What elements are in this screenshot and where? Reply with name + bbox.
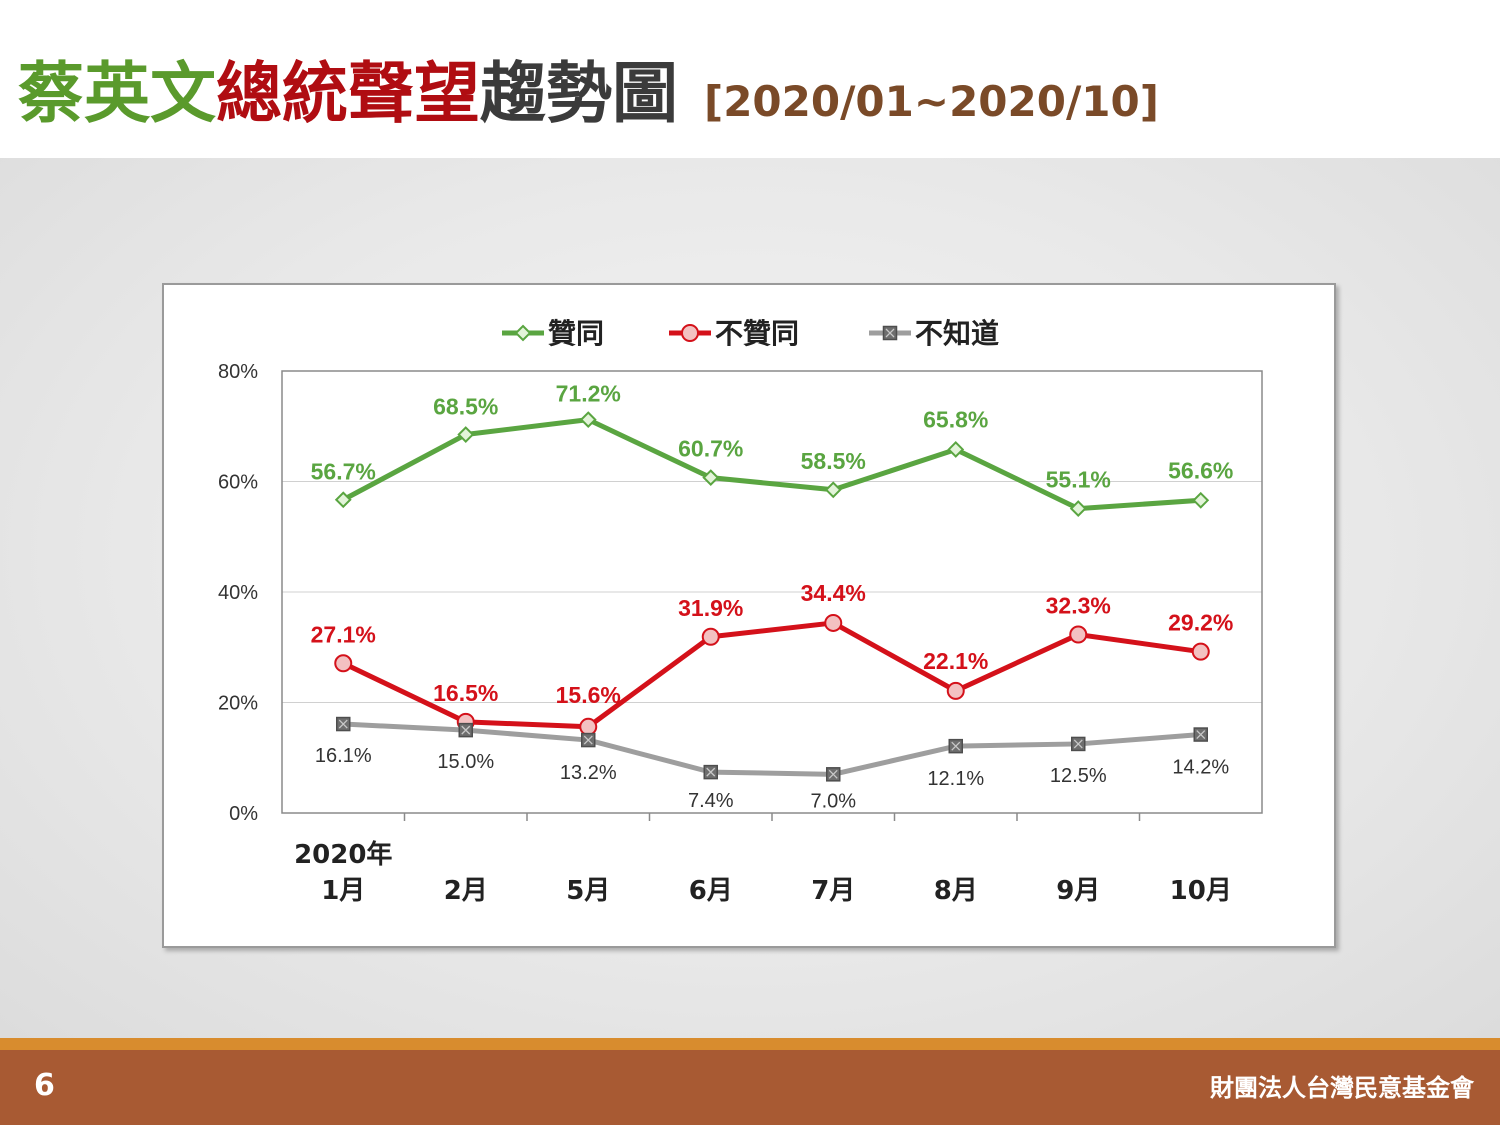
data-point-marker-cross	[583, 735, 593, 745]
x-category-label: 7月	[811, 876, 855, 906]
data-point-marker	[1069, 500, 1087, 517]
data-point-marker	[1069, 625, 1088, 644]
data-point-marker	[1192, 491, 1210, 509]
title-date-range: [2020/01~2020/10]	[704, 77, 1159, 126]
data-label: 14.2%	[1172, 757, 1229, 779]
data-label: 7.4%	[688, 790, 734, 812]
data-label: 58.5%	[801, 448, 866, 474]
data-point-marker	[824, 481, 842, 499]
data-label: 71.2%	[556, 381, 621, 407]
data-label: 12.1%	[927, 768, 984, 790]
series-line-2	[343, 721, 1201, 777]
page-number: 6	[34, 1068, 55, 1103]
title-part-name: 蔡英文	[18, 55, 216, 132]
data-label: 55.1%	[1046, 467, 1111, 493]
data-label: 34.4%	[801, 580, 866, 606]
y-tick-label: 20%	[218, 693, 258, 715]
data-label: 32.3%	[1046, 593, 1111, 619]
slide-title: 蔡英文 總統聲望 趨勢圖 [2020/01~2020/10]	[18, 40, 1159, 140]
legend-label: 贊同	[548, 317, 604, 350]
x-category-label: 8月	[934, 876, 978, 906]
title-part-subject: 總統聲望	[216, 55, 480, 132]
data-point-marker	[824, 613, 843, 632]
x-category-label: 6月	[689, 876, 733, 906]
x-category-label: 5月	[566, 876, 610, 906]
approval-trend-chart: 0% 20% 40% 60% 80% 2020年 1月 2月 5月 6月 7月 8月 9月 10月 56.7…	[218, 317, 1263, 906]
data-label: 56.7%	[311, 459, 376, 485]
data-point-marker-cross	[706, 767, 716, 777]
x-category-label: 2月	[444, 876, 488, 906]
data-point-marker-cross	[338, 719, 348, 729]
x-category-label: 10月	[1170, 876, 1232, 906]
data-point-marker	[947, 441, 965, 458]
slide-footer	[0, 1050, 1500, 1125]
y-tick-label: 0%	[229, 803, 258, 825]
title-part-type: 趨勢圖	[480, 55, 678, 132]
data-point-marker-cross	[1073, 739, 1083, 749]
data-label: 7.0%	[810, 790, 856, 812]
slide-header: 蔡英文 總統聲望 趨勢圖 [2020/01~2020/10]	[0, 0, 1500, 158]
legend-marker	[514, 324, 532, 342]
data-point-marker	[334, 654, 353, 673]
legend-marker-cross	[885, 328, 895, 338]
data-label: 12.5%	[1050, 765, 1107, 787]
data-label: 15.0%	[437, 751, 494, 773]
data-label: 16.5%	[433, 680, 498, 706]
data-label: 31.9%	[678, 595, 743, 621]
data-label: 22.1%	[923, 648, 988, 674]
data-point-marker	[1191, 642, 1210, 661]
data-label: 68.5%	[433, 394, 498, 420]
legend-marker	[681, 324, 699, 342]
data-label: 65.8%	[923, 406, 988, 432]
data-label: 27.1%	[311, 621, 376, 647]
data-point-marker	[579, 411, 597, 429]
data-point-marker	[701, 627, 720, 646]
data-point-marker	[946, 681, 965, 700]
legend-label: 不知道	[915, 317, 999, 350]
legend-label: 不贊同	[715, 317, 799, 350]
data-point-marker	[334, 491, 352, 509]
series-line-1	[342, 620, 1202, 730]
data-point-marker-cross	[828, 769, 838, 779]
data-point-marker-cross	[951, 741, 961, 751]
chart-frame: 0% 20% 40% 60% 80% 2020年 1月 2月 5月 6月 7月 8月 9月 10月 56.7…	[162, 283, 1336, 948]
footer-stripe	[0, 1038, 1500, 1050]
data-label: 16.1%	[315, 745, 372, 767]
x-category-label: 1月	[321, 876, 365, 906]
data-label: 29.2%	[1168, 610, 1233, 636]
x-category-label: 2020年	[294, 839, 392, 870]
data-point-marker	[457, 426, 475, 443]
data-label: 15.6%	[556, 682, 621, 708]
y-tick-label: 80%	[218, 361, 258, 383]
organization-name: 財團法人台灣民意基金會	[1210, 1074, 1474, 1102]
data-point-marker	[579, 717, 598, 736]
y-tick-label: 60%	[218, 472, 258, 494]
data-label: 13.2%	[560, 762, 617, 784]
x-category-label: 9月	[1056, 876, 1100, 906]
data-point-marker-cross	[1196, 730, 1206, 740]
data-label: 56.6%	[1168, 457, 1233, 483]
y-tick-label: 40%	[218, 582, 258, 604]
series-line-0	[342, 417, 1201, 512]
data-label: 60.7%	[678, 436, 743, 462]
data-point-marker	[702, 469, 720, 487]
data-point-marker-cross	[461, 725, 471, 735]
